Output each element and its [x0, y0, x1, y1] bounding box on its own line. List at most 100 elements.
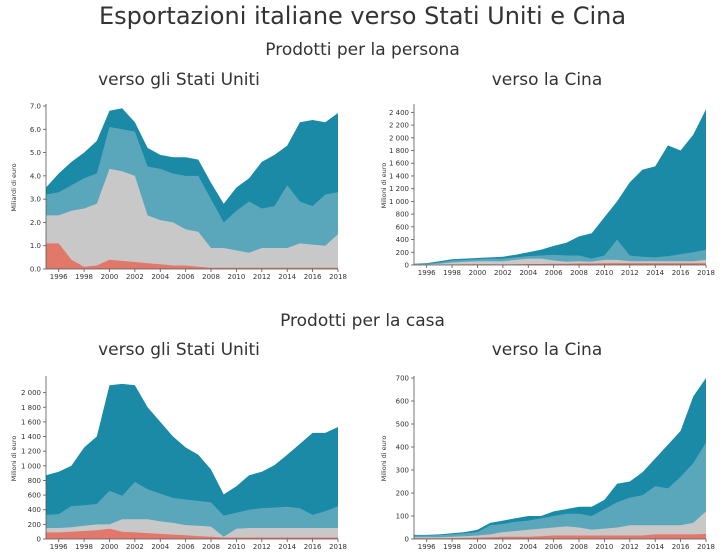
- y-tick-label: 500: [396, 421, 409, 429]
- y-tick-label: 600: [396, 398, 409, 406]
- y-tick-label: 1.0: [30, 242, 41, 250]
- x-tick-label: 1996: [418, 543, 436, 551]
- y-tick-label: 1 400: [389, 172, 409, 180]
- x-tick-label: 1998: [443, 543, 461, 551]
- y-tick-label: 100: [396, 513, 409, 521]
- y-tick-label: 6.0: [30, 126, 41, 134]
- section-title-persona: Prodotti per la persona: [265, 40, 460, 60]
- x-tick-label: 2016: [672, 543, 690, 551]
- subtitle-cina-persona: verso la Cina: [491, 70, 603, 90]
- x-tick-label: 2014: [646, 543, 664, 551]
- x-tick-label: 2008: [202, 273, 220, 281]
- y-tick-label: 2 000: [21, 389, 41, 397]
- x-tick-label: 2016: [672, 269, 690, 277]
- x-tick-label: 2000: [101, 273, 119, 281]
- y-tick-label: 5.0: [30, 149, 41, 157]
- y-axis-label: Milioni di euro: [380, 163, 388, 209]
- x-tick-label: 2000: [101, 543, 119, 551]
- y-tick-label: 200: [396, 490, 409, 498]
- area-series-3: [414, 442, 706, 539]
- x-tick-label: 2004: [519, 543, 537, 551]
- x-tick-label: 1998: [75, 543, 93, 551]
- x-tick-label: 1996: [50, 273, 68, 281]
- y-tick-label: 1 600: [21, 418, 41, 426]
- x-tick-label: 2006: [177, 273, 195, 281]
- y-tick-label: 1 600: [389, 160, 409, 168]
- area-series-2: [414, 511, 706, 539]
- x-tick-label: 2012: [621, 543, 639, 551]
- y-tick-label: 600: [396, 223, 409, 231]
- x-tick-label: 1996: [418, 269, 436, 277]
- x-tick-label: 2004: [151, 543, 169, 551]
- y-tick-label: 1 800: [389, 147, 409, 155]
- x-tick-label: 2018: [329, 273, 347, 281]
- x-tick-label: 2018: [329, 543, 347, 551]
- x-tick-label: 2006: [545, 269, 563, 277]
- page-title: Esportazioni italiane verso Stati Uniti …: [98, 2, 627, 30]
- x-tick-label: 2004: [519, 269, 537, 277]
- x-tick-label: 2014: [278, 543, 296, 551]
- area-series-2: [46, 168, 338, 269]
- y-tick-label: 1 000: [21, 462, 41, 470]
- x-tick-label: 2016: [304, 273, 322, 281]
- x-tick-label: 2002: [494, 269, 512, 277]
- y-tick-label: 600: [28, 492, 41, 500]
- y-axis-label: Milioni di euro: [10, 436, 18, 482]
- y-tick-label: 1 000: [389, 198, 409, 206]
- x-tick-label: 2002: [126, 273, 144, 281]
- y-tick-label: 1 200: [21, 448, 41, 456]
- x-tick-label: 2006: [177, 543, 195, 551]
- y-tick-label: 300: [396, 467, 409, 475]
- x-tick-label: 2008: [570, 543, 588, 551]
- y-tick-label: 1 400: [21, 433, 41, 441]
- x-tick-label: 2018: [697, 543, 715, 551]
- y-tick-label: 400: [28, 506, 41, 514]
- area-series-1: [46, 243, 338, 269]
- y-tick-label: 3.0: [30, 196, 41, 204]
- y-axis-label: Milioni di euro: [380, 436, 388, 482]
- y-tick-label: 2.0: [30, 219, 41, 227]
- y-tick-label: 800: [396, 211, 409, 219]
- x-tick-label: 2014: [646, 269, 664, 277]
- x-tick-label: 2000: [469, 269, 487, 277]
- x-tick-label: 2018: [697, 269, 715, 277]
- x-tick-label: 2000: [469, 543, 487, 551]
- y-tick-label: 400: [396, 444, 409, 452]
- x-tick-label: 2008: [570, 269, 588, 277]
- x-tick-label: 2010: [596, 543, 614, 551]
- x-tick-label: 2012: [253, 543, 271, 551]
- x-tick-label: 2012: [621, 269, 639, 277]
- x-tick-label: 2008: [202, 543, 220, 551]
- y-tick-label: 700: [396, 375, 409, 383]
- y-axis-label: Miliardi di euro: [10, 163, 18, 211]
- y-tick-label: 1 200: [389, 185, 409, 193]
- area-series-1: [414, 533, 706, 539]
- y-tick-label: 200: [396, 249, 409, 257]
- area-series-4: [414, 109, 706, 265]
- x-tick-label: 2002: [494, 543, 512, 551]
- y-tick-label: 400: [396, 236, 409, 244]
- y-tick-label: 0: [405, 536, 409, 544]
- x-tick-label: 1998: [443, 269, 461, 277]
- x-tick-label: 1998: [75, 273, 93, 281]
- x-tick-label: 2010: [596, 269, 614, 277]
- y-tick-label: 1 800: [21, 404, 41, 412]
- x-tick-label: 2006: [545, 543, 563, 551]
- subtitle-usa-persona: verso gli Stati Uniti: [98, 70, 260, 90]
- x-tick-label: 2014: [278, 273, 296, 281]
- x-tick-label: 2002: [126, 543, 144, 551]
- y-tick-label: 200: [28, 521, 41, 529]
- x-tick-label: 1996: [50, 543, 68, 551]
- x-tick-label: 2016: [304, 543, 322, 551]
- y-tick-label: 2 000: [389, 134, 409, 142]
- y-tick-label: 800: [28, 477, 41, 485]
- y-tick-label: 2 400: [389, 109, 409, 117]
- x-tick-label: 2010: [228, 543, 246, 551]
- subtitle-cina-casa: verso la Cina: [491, 340, 603, 360]
- y-tick-label: 0: [37, 536, 41, 544]
- y-tick-label: 4.0: [30, 172, 41, 180]
